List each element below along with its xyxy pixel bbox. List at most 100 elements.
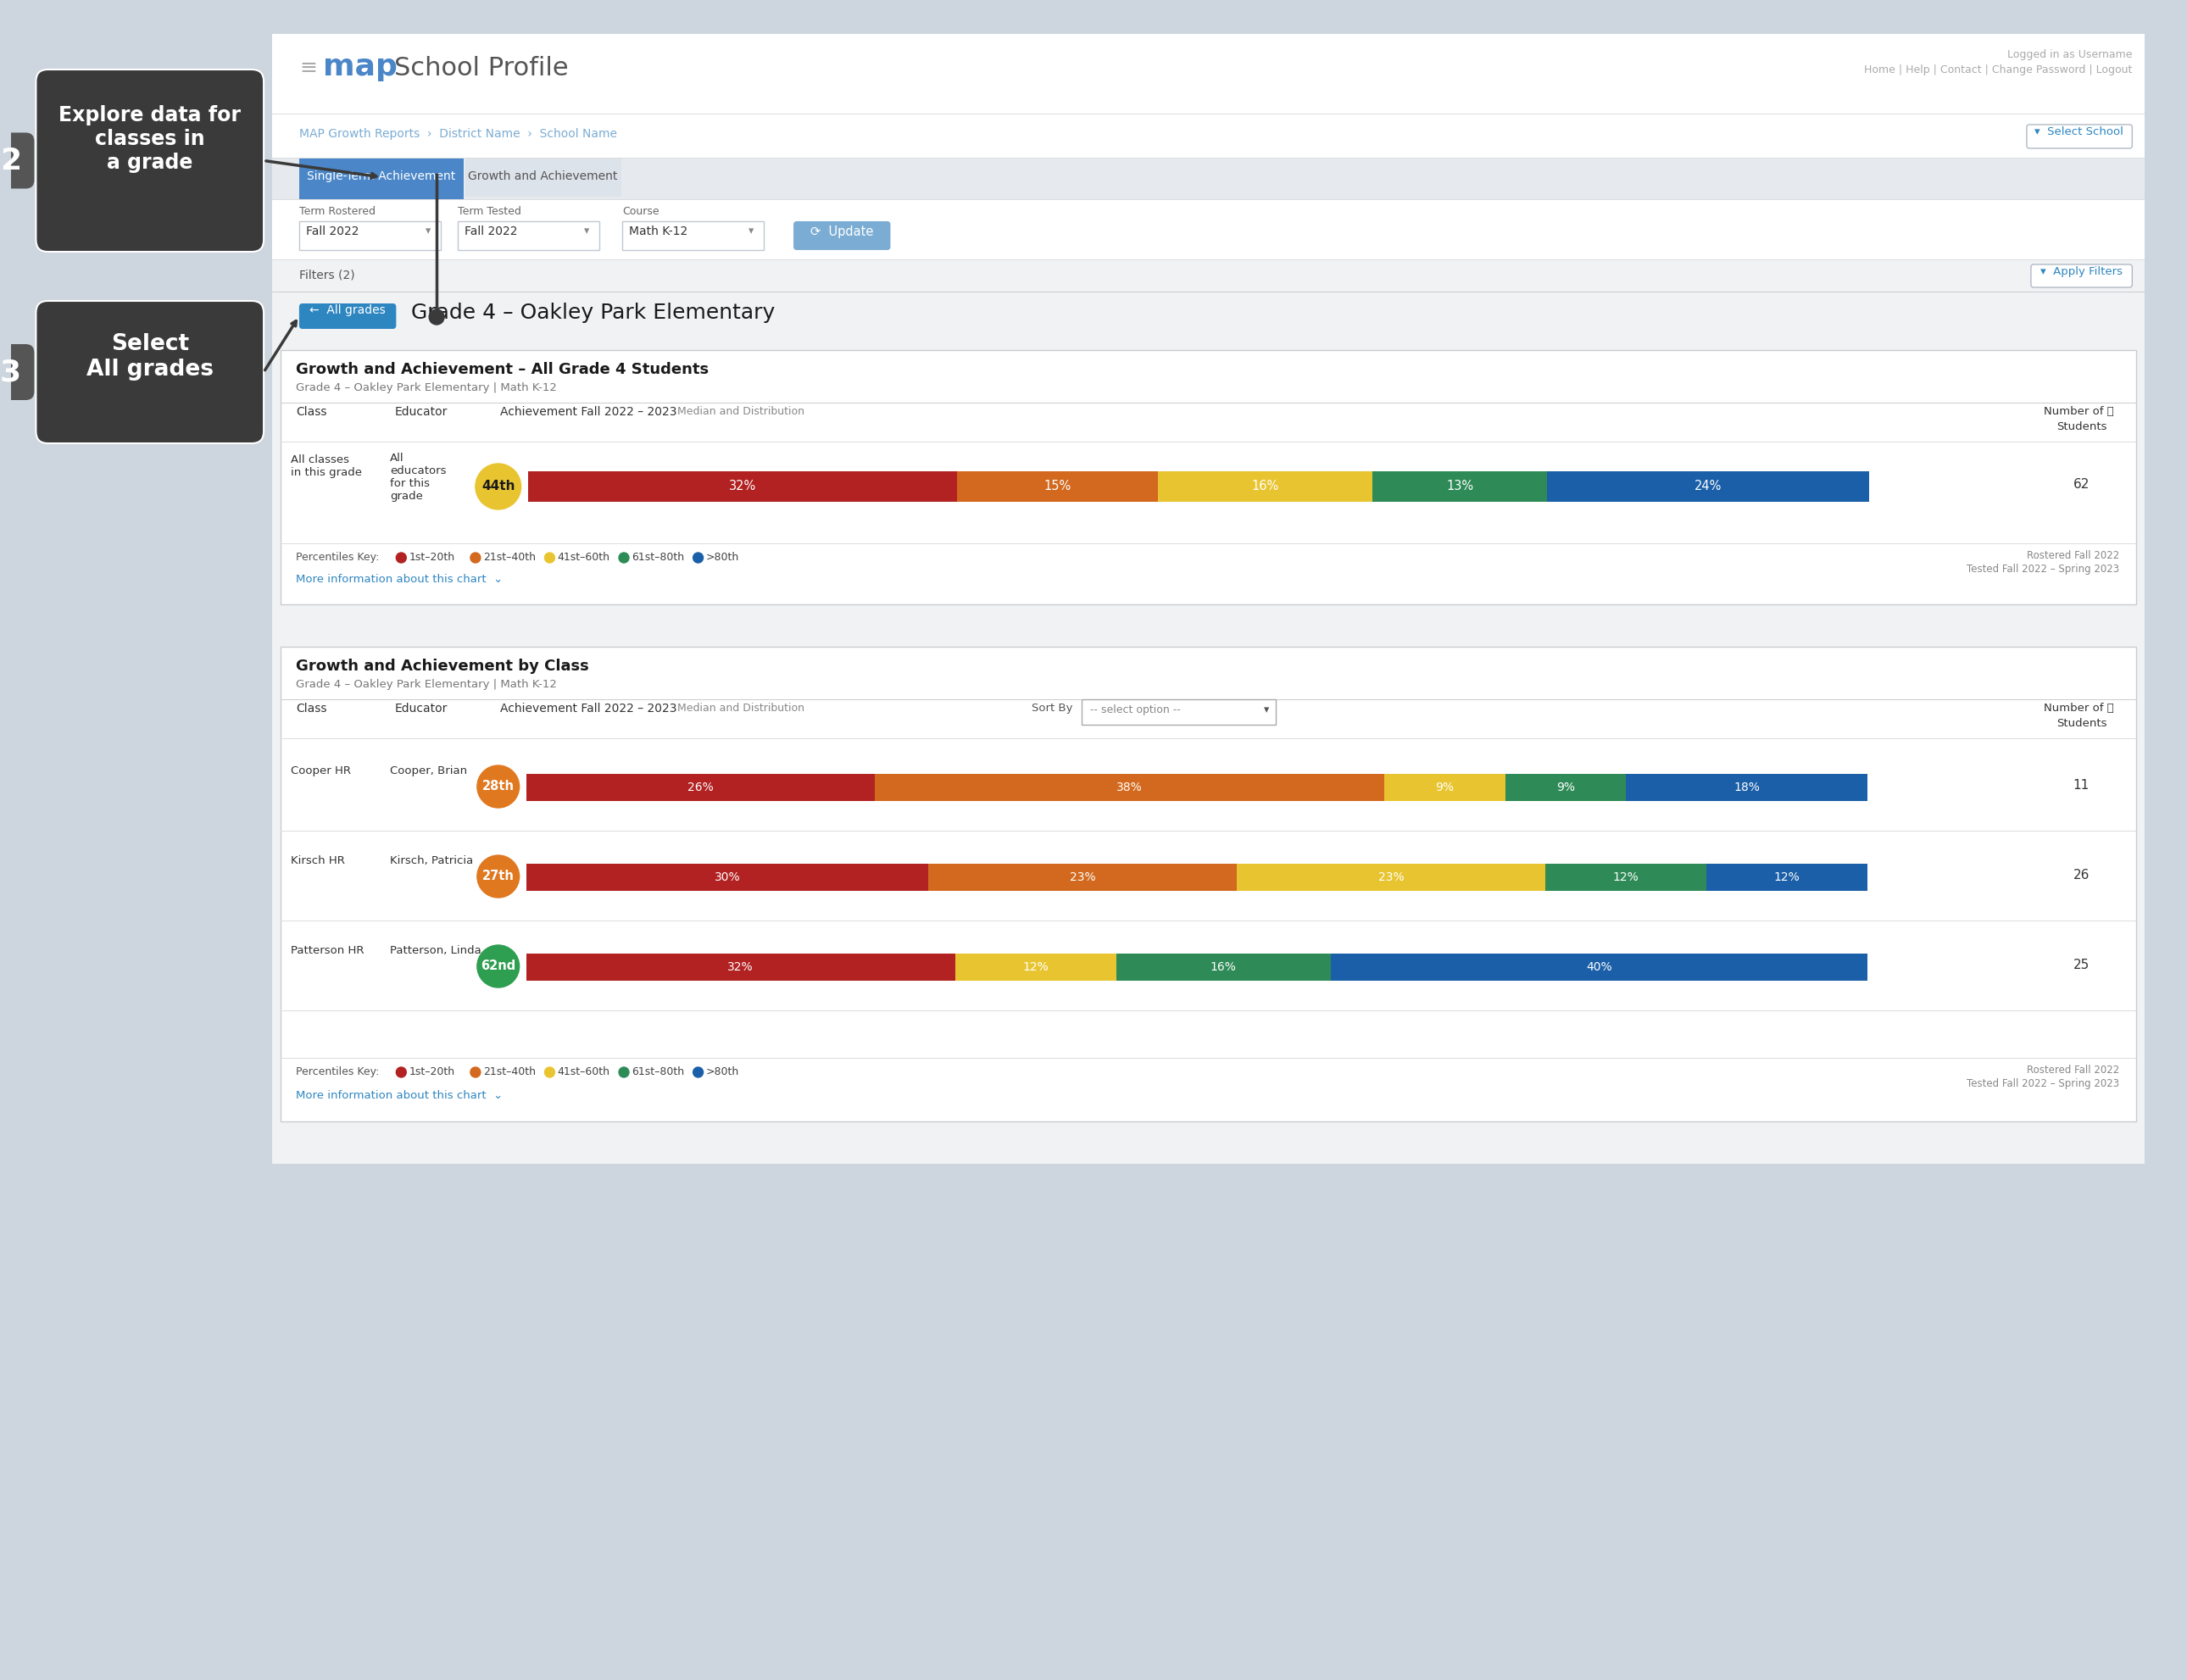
Text: Rostered Fall 2022: Rostered Fall 2022 [2027, 549, 2119, 561]
Circle shape [545, 553, 555, 563]
Text: Term Rostered: Term Rostered [300, 207, 376, 217]
Text: 1st–20th: 1st–20th [409, 1067, 455, 1077]
Text: 27th: 27th [481, 870, 514, 882]
Bar [956, 954, 1115, 981]
Text: 24%: 24% [1695, 480, 1721, 492]
Bar [527, 954, 956, 981]
Bar [1546, 864, 1706, 890]
Text: Term Tested: Term Tested [457, 207, 521, 217]
Text: 32%: 32% [728, 961, 755, 973]
Text: Rostered Fall 2022: Rostered Fall 2022 [2027, 1065, 2119, 1075]
Bar [527, 472, 958, 502]
Bar [1505, 774, 1625, 801]
Text: Median and Distribution: Median and Distribution [678, 702, 805, 714]
Text: 21st–40th: 21st–40th [483, 551, 536, 563]
Text: 12%: 12% [1774, 872, 1800, 884]
Text: Kirsch HR: Kirsch HR [291, 855, 346, 867]
Text: 15%: 15% [1043, 480, 1072, 492]
Text: 23%: 23% [1069, 872, 1096, 884]
Text: 18%: 18% [1734, 781, 1761, 793]
Text: Tested Fall 2022 – Spring 2023: Tested Fall 2022 – Spring 2023 [1966, 564, 2119, 575]
Bar [1332, 954, 1868, 981]
Circle shape [396, 1067, 407, 1077]
Bar [527, 864, 929, 890]
FancyBboxPatch shape [0, 344, 35, 400]
Text: Median and Distribution: Median and Distribution [678, 407, 805, 417]
Text: 12%: 12% [1024, 961, 1050, 973]
Text: All
educators
for this
grade: All educators for this grade [389, 452, 446, 502]
Text: Percentiles Key:: Percentiles Key: [295, 551, 378, 563]
Circle shape [470, 553, 481, 563]
Bar [271, 200, 2145, 260]
Text: Fall 2022: Fall 2022 [464, 225, 518, 237]
Text: ▾: ▾ [426, 225, 431, 237]
FancyBboxPatch shape [2032, 264, 2132, 287]
Text: 2: 2 [0, 146, 22, 175]
Text: Growth and Achievement – All Grade 4 Students: Growth and Achievement – All Grade 4 Stu… [295, 361, 709, 378]
Circle shape [396, 553, 407, 563]
Text: ▾  Select School: ▾ Select School [2034, 126, 2124, 138]
Circle shape [693, 553, 704, 563]
Bar [875, 774, 1384, 801]
Text: More information about this chart  ⌄: More information about this chart ⌄ [295, 1090, 503, 1100]
Text: Logged in as Username: Logged in as Username [2008, 49, 2132, 60]
Text: 21st–40th: 21st–40th [483, 1067, 536, 1077]
Text: Grade 4 – Oakley Park Elementary: Grade 4 – Oakley Park Elementary [411, 302, 774, 323]
Text: map: map [324, 52, 398, 81]
Bar [1706, 864, 1868, 890]
FancyBboxPatch shape [35, 301, 265, 444]
Bar [271, 292, 2145, 341]
Bar [958, 472, 1159, 502]
Text: 41st–60th: 41st–60th [558, 551, 610, 563]
Text: Educator: Educator [394, 702, 448, 714]
Text: Students: Students [2056, 422, 2106, 432]
Text: ▾  Apply Filters: ▾ Apply Filters [2040, 265, 2124, 277]
Bar [1373, 472, 1546, 502]
Text: Fall 2022: Fall 2022 [306, 225, 359, 237]
Text: 1st–20th: 1st–20th [409, 551, 455, 563]
Bar [466, 158, 621, 197]
Text: All classes
in this grade: All classes in this grade [291, 454, 361, 479]
Bar [929, 864, 1238, 890]
Text: Educator: Educator [394, 407, 448, 418]
Text: Tested Fall 2022 – Spring 2023: Tested Fall 2022 – Spring 2023 [1966, 1079, 2119, 1089]
Circle shape [475, 464, 521, 509]
Text: 13%: 13% [1446, 480, 1474, 492]
Text: Growth and Achievement: Growth and Achievement [468, 170, 617, 181]
Text: 11: 11 [2073, 780, 2089, 791]
Text: Cooper HR: Cooper HR [291, 766, 350, 776]
Bar [1115, 954, 1332, 981]
Text: Number of ⓘ: Number of ⓘ [2043, 702, 2115, 714]
Bar [1384, 774, 1505, 801]
Bar [271, 260, 2145, 292]
FancyBboxPatch shape [2027, 124, 2132, 148]
Text: Patterson HR: Patterson HR [291, 946, 363, 956]
Text: Percentiles Key:: Percentiles Key: [295, 1067, 378, 1077]
Bar [1238, 864, 1546, 890]
Circle shape [477, 946, 518, 988]
FancyBboxPatch shape [300, 304, 396, 329]
Text: 62: 62 [2073, 479, 2089, 491]
Text: 30%: 30% [715, 872, 739, 884]
Bar [527, 774, 875, 801]
Text: ▾: ▾ [1264, 704, 1268, 716]
Circle shape [477, 766, 518, 808]
Text: Kirsch, Patricia: Kirsch, Patricia [389, 855, 475, 867]
Text: Achievement Fall 2022 – 2023: Achievement Fall 2022 – 2023 [501, 407, 676, 418]
Text: 16%: 16% [1209, 961, 1236, 973]
Text: ≡: ≡ [300, 57, 317, 77]
FancyBboxPatch shape [0, 133, 35, 188]
Text: Grade 4 – Oakley Park Elementary | Math K-12: Grade 4 – Oakley Park Elementary | Math … [295, 383, 558, 393]
Text: MAP Growth Reports  ›  District Name  ›  School Name: MAP Growth Reports › District Name › Sch… [300, 128, 617, 139]
Text: Class: Class [295, 407, 326, 418]
Text: 12%: 12% [1612, 872, 1638, 884]
Text: -- select option --: -- select option -- [1091, 704, 1181, 716]
Text: 28th: 28th [481, 780, 514, 793]
Bar [457, 222, 599, 250]
Text: 61st–80th: 61st–80th [632, 1067, 685, 1077]
Text: Students: Students [2056, 717, 2106, 729]
Text: 61st–80th: 61st–80th [632, 551, 685, 563]
Text: 23%: 23% [1378, 872, 1404, 884]
Text: Math K-12: Math K-12 [630, 225, 687, 237]
Bar [271, 34, 2145, 1164]
